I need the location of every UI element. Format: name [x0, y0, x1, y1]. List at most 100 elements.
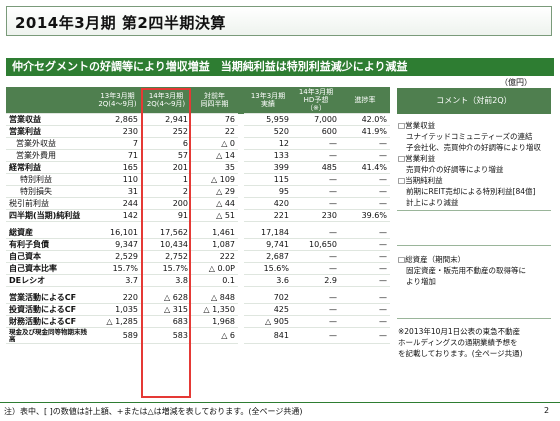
table-row: 自己資本比率 15.7% 15.7% △ 0.0P 15.6% — — — [6, 262, 390, 275]
comment-line: 売買仲介の好調等により増益 — [406, 165, 504, 174]
cell-col-14-2q: 201 — [141, 161, 191, 174]
cell-col-14-forecast: — — [292, 262, 340, 275]
table-row: 営業外費用 71 57 △ 14 133— — — [6, 149, 390, 162]
cell-col-13-actual: 399 — [244, 161, 292, 174]
cell-col-14-2q: 3.8 — [141, 274, 191, 287]
cell-col-13-2q: 142 — [94, 209, 141, 222]
cell-col-13-actual: 221 — [244, 209, 292, 222]
cell-col-13-2q: 2,865 — [94, 113, 141, 126]
cell-col-yoy: △ 14 — [191, 149, 238, 162]
cell-col-progress: — — [340, 137, 390, 150]
cell-col-14-2q: 583 — [141, 327, 191, 344]
cell-col-yoy: △ 0 — [191, 137, 238, 150]
cell-col-progress: — — [340, 303, 390, 316]
cell-col-yoy: △ 848 — [191, 291, 238, 304]
comment-divider — [397, 245, 551, 246]
cell-col-14-forecast: — — [292, 250, 340, 263]
table-row: 特別損失 31 2 △ 29 95— — — [6, 185, 390, 198]
cell-col-13-2q: 3.7 — [94, 274, 141, 287]
cell-col-13-actual: 115 — [244, 173, 292, 186]
table-row: 現金及び現金同等物期末残高 589 583 △ 6 841— — — [6, 327, 390, 344]
cell-col-14-forecast: 230 — [292, 209, 340, 222]
comment-line: 前期にREIT売却による特別利益[84億] — [406, 187, 536, 196]
cell-col-yoy: △ 51 — [191, 209, 238, 222]
cell-col-yoy: 1,968 — [191, 315, 238, 328]
row-spacer — [6, 286, 390, 292]
cell-col-progress: — — [340, 173, 390, 186]
table-row: 税引前利益 244 200 △ 44 420— — — [6, 197, 390, 210]
cell-col-14-2q: 57 — [141, 149, 191, 162]
cell-col-14-2q: 200 — [141, 197, 191, 210]
cell-col-14-2q: 2,941 — [141, 113, 191, 126]
cell-col-14-forecast: 7,000 — [292, 113, 340, 126]
comment-header: コメント（対前2Q） — [397, 88, 551, 114]
cell-row-label: 特別利益 — [6, 173, 94, 186]
table-header-row: 13年3月期 2Q(4～9月) 14年3月期 2Q(4～9月) 対前年 同四半期 13… — [6, 87, 390, 114]
table-row: 投資活動によるCF 1,035 △ 315 △ 1,350 425— — — [6, 303, 390, 316]
header-col4: 13年3月期 実績 — [244, 87, 292, 114]
cell-col-progress: — — [340, 274, 390, 287]
cell-col-13-actual: 17,184 — [244, 226, 292, 239]
table-row: DEレシオ 3.7 3.8 0.1 3.6 2.9— — [6, 274, 390, 287]
cell-col-progress: — — [340, 197, 390, 210]
cell-col-progress: — — [340, 262, 390, 275]
comment-line: □総資産（期間末） — [398, 255, 466, 264]
cell-col-13-2q: 244 — [94, 197, 141, 210]
cell-col-14-2q: △ 315 — [141, 303, 191, 316]
cell-col-14-forecast: — — [292, 303, 340, 316]
comment-line: 子会社化、売買仲介の好調等により増収 — [406, 143, 541, 152]
cell-col-13-2q: 165 — [94, 161, 141, 174]
cell-row-label: 特別損失 — [6, 185, 94, 198]
cell-row-label: 営業利益 — [6, 125, 94, 138]
cell-col-13-actual: 420 — [244, 197, 292, 210]
cell-col-13-actual: 5,959 — [244, 113, 292, 126]
cell-col-13-actual: 9,741 — [244, 238, 292, 251]
cell-col-13-actual: 95 — [244, 185, 292, 198]
cell-col-progress: 39.6% — [340, 209, 390, 222]
cell-col-progress: — — [340, 149, 390, 162]
cell-col-yoy: △ 0.0P — [191, 262, 238, 275]
cell-col-yoy: 0.1 — [191, 274, 238, 287]
table-row: 営業活動によるCF 220 △ 628 △ 848 702— — — [6, 291, 390, 304]
cell-col-14-forecast: — — [292, 226, 340, 239]
cell-col-13-2q: 110 — [94, 173, 141, 186]
table-row: 総資産 16,101 17,562 1,461 17,184— — — [6, 226, 390, 239]
cell-row-label: 財務活動によるCF — [6, 315, 94, 328]
table-row: 経常利益 165 201 35 399 485 41.4% — [6, 161, 390, 174]
cell-col-13-actual: 520 — [244, 125, 292, 138]
cell-col-progress: — — [340, 250, 390, 263]
cell-col-14-forecast: — — [292, 149, 340, 162]
cell-col-14-forecast: 485 — [292, 161, 340, 174]
cell-row-label: 経常利益 — [6, 161, 94, 174]
cell-col-14-2q: 683 — [141, 315, 191, 328]
cell-col-13-actual: 12 — [244, 137, 292, 150]
cell-col-13-2q: 31 — [94, 185, 141, 198]
cell-col-progress: — — [340, 185, 390, 198]
cell-row-label: 有利子負債 — [6, 238, 94, 251]
cell-col-14-2q: 91 — [141, 209, 191, 222]
comment-divider — [397, 318, 551, 319]
cell-col-yoy: △ 1,350 — [191, 303, 238, 316]
cell-row-label: 営業外収益 — [6, 137, 94, 150]
cell-col-14-2q: 6 — [141, 137, 191, 150]
cell-col-13-2q: 9,347 — [94, 238, 141, 251]
comment-line: ユナイテッドコミュニティーズの連結 — [406, 132, 533, 141]
cell-col-14-2q: △ 628 — [141, 291, 191, 304]
comment-line: □営業利益 — [398, 154, 436, 163]
cell-row-label: 営業活動によるCF — [6, 291, 94, 304]
cell-col-14-2q: 17,562 — [141, 226, 191, 239]
cell-col-13-2q: 16,101 — [94, 226, 141, 239]
cell-col-13-2q: 220 — [94, 291, 141, 304]
cell-col-14-forecast: — — [292, 291, 340, 304]
comment-divider — [397, 210, 551, 211]
cell-col-13-2q: 15.7% — [94, 262, 141, 275]
cell-row-label: 営業収益 — [6, 113, 94, 126]
cell-col-yoy: 35 — [191, 161, 238, 174]
header-col1: 13年3月期 2Q(4～9月) — [94, 87, 141, 114]
cell-col-yoy: △ 6 — [191, 327, 238, 344]
comment-line: □営業収益 — [398, 121, 436, 130]
table-row: 自己資本 2,529 2,752 222 2,687— — — [6, 250, 390, 263]
cell-col-progress: 42.0% — [340, 113, 390, 126]
title-box: 2014年3月期 第2四半期決算 — [6, 6, 552, 36]
comment-line: 固定資産・販売用不動産の取得等に — [406, 266, 526, 275]
